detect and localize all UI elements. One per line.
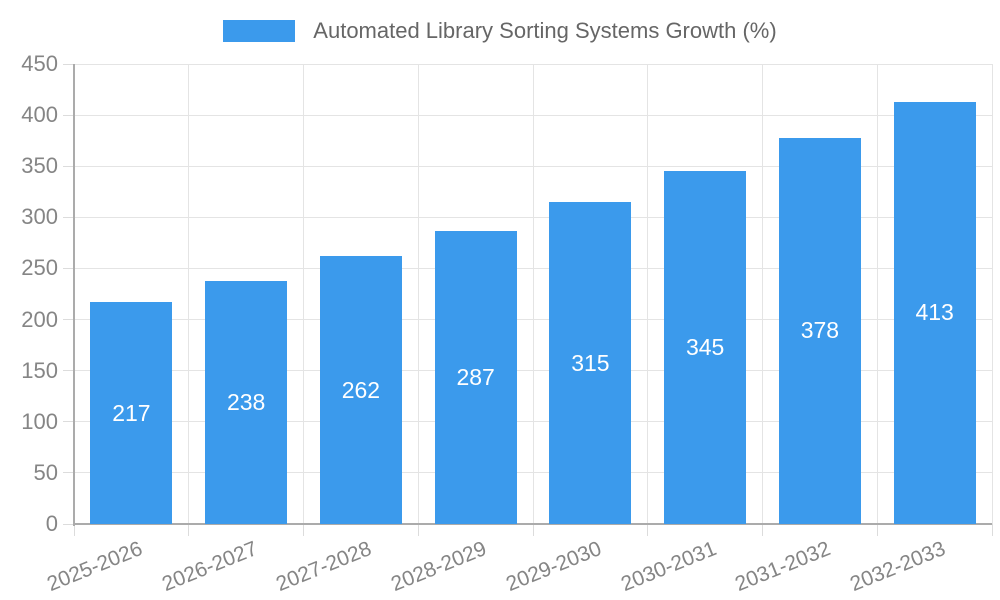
x-axis-tick	[762, 524, 763, 536]
y-axis-label: 450	[21, 51, 58, 76]
y-axis-tick	[63, 523, 74, 525]
bar[interactable]: 262	[319, 256, 402, 524]
gridline-vertical	[876, 64, 878, 524]
x-axis-line	[74, 523, 992, 525]
y-axis-label: 100	[21, 408, 58, 434]
bar[interactable]: 345	[664, 171, 747, 524]
y-axis-tick	[63, 216, 74, 218]
x-axis-label: 2030-2031	[617, 537, 720, 597]
bar[interactable]: 287	[434, 230, 517, 524]
x-axis-label: 2026-2027	[158, 537, 261, 597]
gridline-vertical	[532, 64, 534, 524]
bar[interactable]: 315	[549, 202, 632, 524]
bar-value-label: 378	[800, 317, 840, 344]
x-axis-label: 2027-2028	[273, 537, 376, 597]
gridline-vertical	[991, 64, 993, 524]
bar-value-label: 238	[226, 388, 266, 415]
bar-value-label: 315	[571, 349, 610, 376]
x-axis-tick	[417, 524, 419, 536]
gridline-vertical	[762, 64, 763, 524]
y-axis-tick	[63, 472, 74, 474]
x-axis-tick	[876, 524, 878, 536]
y-axis-label: 0	[45, 511, 58, 536]
bar[interactable]: 413	[893, 101, 976, 524]
bar-value-label: 262	[341, 376, 381, 403]
y-axis-label: 200	[21, 306, 58, 332]
legend-item[interactable]: Automated Library Sorting Systems Growth…	[223, 18, 777, 44]
y-axis-label: 50	[33, 459, 58, 485]
x-axis-tick	[188, 524, 190, 536]
bar-value-label: 413	[915, 299, 954, 326]
y-axis-label: 400	[21, 102, 58, 128]
bar[interactable]: 378	[778, 137, 861, 524]
y-axis-tick	[63, 319, 74, 321]
y-axis-tick	[63, 63, 74, 65]
gridline-vertical	[188, 64, 190, 524]
gridline-vertical	[417, 64, 419, 524]
x-axis-tick	[532, 524, 534, 536]
y-axis-label: 150	[21, 357, 58, 383]
x-axis-tick	[303, 524, 304, 536]
bar-value-label: 217	[112, 399, 151, 426]
y-axis-tick	[63, 114, 74, 116]
gridline-vertical	[303, 64, 304, 524]
bar-value-label: 345	[685, 334, 725, 361]
bar[interactable]: 217	[90, 302, 173, 524]
y-axis-label: 250	[21, 255, 58, 281]
y-axis-tick	[63, 165, 74, 167]
x-axis-tick	[647, 524, 649, 536]
y-axis-label: 350	[21, 153, 58, 179]
x-axis-label: 2028-2029	[388, 537, 490, 597]
y-axis-tick	[63, 421, 74, 423]
x-axis-label: 2032-2033	[847, 537, 949, 597]
bar-value-label: 287	[456, 363, 495, 390]
y-axis-tick	[63, 267, 74, 269]
y-axis-line	[73, 64, 75, 526]
y-axis-label: 300	[21, 204, 58, 230]
y-axis-tick	[63, 370, 74, 372]
x-axis-label: 2031-2032	[732, 537, 835, 597]
x-axis-tick	[991, 524, 993, 536]
x-axis-label: 2025-2026	[43, 537, 146, 597]
x-axis-tick	[73, 524, 75, 536]
legend-label: Automated Library Sorting Systems Growth…	[313, 18, 777, 43]
bar[interactable]: 238	[205, 280, 288, 524]
x-axis-label: 2029-2030	[502, 537, 605, 597]
gridline-vertical	[647, 64, 649, 524]
legend: Automated Library Sorting Systems Growth…	[0, 18, 1000, 44]
legend-swatch-icon	[223, 20, 296, 42]
